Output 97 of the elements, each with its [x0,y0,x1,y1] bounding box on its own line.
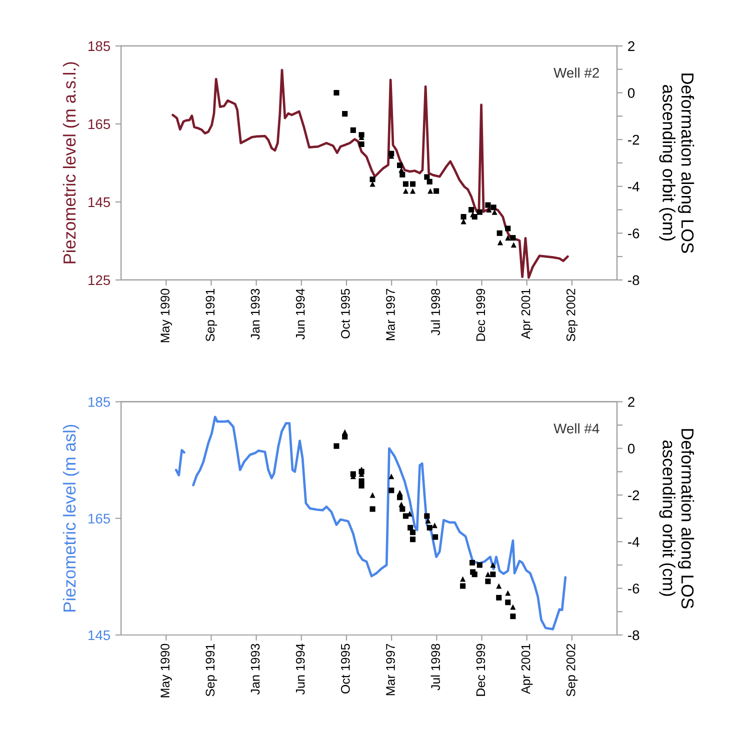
x-tick-label: Mar 1997 [386,288,395,340]
point [334,90,340,96]
x-tick-label: Jul 1998 [430,644,440,690]
point [510,235,516,241]
point [490,204,496,210]
y-tick-label: 165 [88,119,110,130]
y2-axis-title: Deformation along LOS ascending orbit (cm) [659,74,694,253]
annotation: Well #4 [554,423,600,434]
point [402,188,408,194]
point [410,188,416,194]
point [497,240,503,246]
y-tick-label: 185 [88,41,110,52]
y2-tick-label: -4 [628,182,640,192]
y2-tick-label: 2 [628,397,634,407]
x-tick-label: Oct 1995 [340,288,350,338]
point [342,429,348,435]
point [410,536,416,542]
x-tick-label: Dec 1999 [476,288,486,341]
point [424,174,430,180]
y-axis-title: Piezometric level (m asl) [62,424,80,612]
y2-tick-label: -8 [628,275,640,286]
point [485,572,491,578]
y2-tick-label: -6 [628,228,640,238]
point [424,513,430,519]
y-tick-label: 145 [88,630,110,640]
point [485,578,491,584]
point [370,176,376,182]
point [460,576,466,582]
x-tick-label: Jan 1993 [250,288,260,340]
point [432,534,438,540]
point [410,530,416,536]
point [476,209,482,215]
point [476,562,482,568]
y2-tick-label: -6 [628,584,640,594]
x-tick-label: Apr 2001 [521,644,533,694]
point [496,594,502,600]
x-tick-label: Jan 1993 [250,644,260,695]
x-tick-label: Sep 1991 [206,288,218,342]
y2-tick-label: -2 [628,134,640,145]
point [460,214,466,220]
point [472,572,478,578]
y2-tick-label: -4 [628,537,640,547]
point [490,562,496,568]
point [505,600,511,606]
point [358,482,364,488]
point [358,141,364,148]
x-tick-label: May 1990 [160,644,172,698]
x-tick-label: Jul 1998 [430,288,440,336]
point [426,178,432,184]
y-tick-label: 165 [88,514,110,524]
x-tick-label: Dec 1999 [476,644,486,696]
y2-tick-label: -8 [628,630,640,640]
point [510,604,516,610]
y-tick-label: 145 [88,197,110,208]
point [350,127,356,133]
x-tick-label: May 1990 [160,288,172,342]
point [496,583,502,589]
y-axis-title: Piezometric level (m a.s.l.) [62,62,80,264]
point [396,162,403,168]
point [402,181,408,187]
x-tick-label: Oct 1995 [340,644,350,694]
y2-tick-label: 0 [628,444,635,454]
point [342,111,348,117]
x-tick-label: Jun 1994 [296,644,305,695]
annotation: Well #2 [554,68,599,78]
y-tick-label: 185 [88,397,110,407]
y2-tick-label: -2 [628,490,640,500]
point [388,488,394,494]
point [460,583,466,589]
point [505,590,511,596]
point [434,188,440,194]
x-tick-label: Jun 1994 [296,288,305,340]
point [505,226,511,232]
point [469,560,476,566]
point [396,490,403,496]
point [400,172,406,178]
x-tick-label: Sep 2002 [566,644,578,696]
point [468,206,474,213]
y2-tick-label: 2 [628,41,634,51]
point [426,524,432,530]
point [490,572,496,578]
y-tick-label: 125 [88,275,110,286]
point [485,202,491,208]
point [510,614,516,620]
point [370,506,376,512]
point [334,443,340,449]
point [410,181,416,187]
y2-tick-label: 0 [628,88,635,98]
point [402,513,408,519]
x-tick-label: Sep 1991 [206,644,218,696]
x-tick-label: Apr 2001 [521,288,533,339]
x-tick-label: Mar 1997 [386,644,395,696]
point [428,188,434,194]
y2-axis-title: Deformation along LOS ascending orbit (cm) [659,429,694,608]
point [370,492,376,498]
point [496,230,502,236]
x-tick-label: Sep 2002 [566,288,578,342]
